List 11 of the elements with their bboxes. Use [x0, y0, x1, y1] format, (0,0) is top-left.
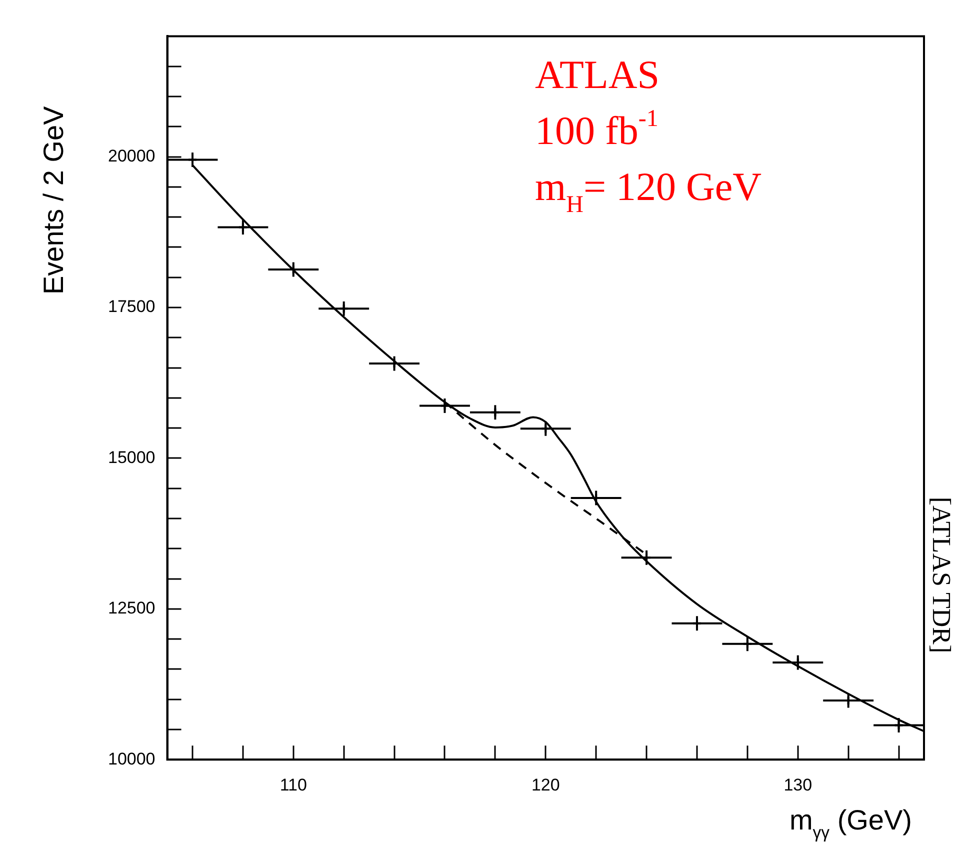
y-tick-label: 12500 — [108, 598, 156, 618]
y-axis-title: Events / 2 GeV — [38, 106, 69, 295]
annotation: ATLAS — [535, 52, 660, 97]
x-tick-label: 120 — [531, 775, 560, 794]
y-tick-label: 15000 — [108, 448, 156, 467]
x-tick-label: 110 — [280, 775, 307, 794]
y-tick-label: 20000 — [108, 146, 156, 166]
y-tick-label: 17500 — [108, 297, 156, 316]
text: [ATLAS TDR] — [927, 496, 956, 654]
y-tick-label: 10000 — [108, 749, 156, 768]
x-tick-label: 130 — [784, 775, 812, 794]
